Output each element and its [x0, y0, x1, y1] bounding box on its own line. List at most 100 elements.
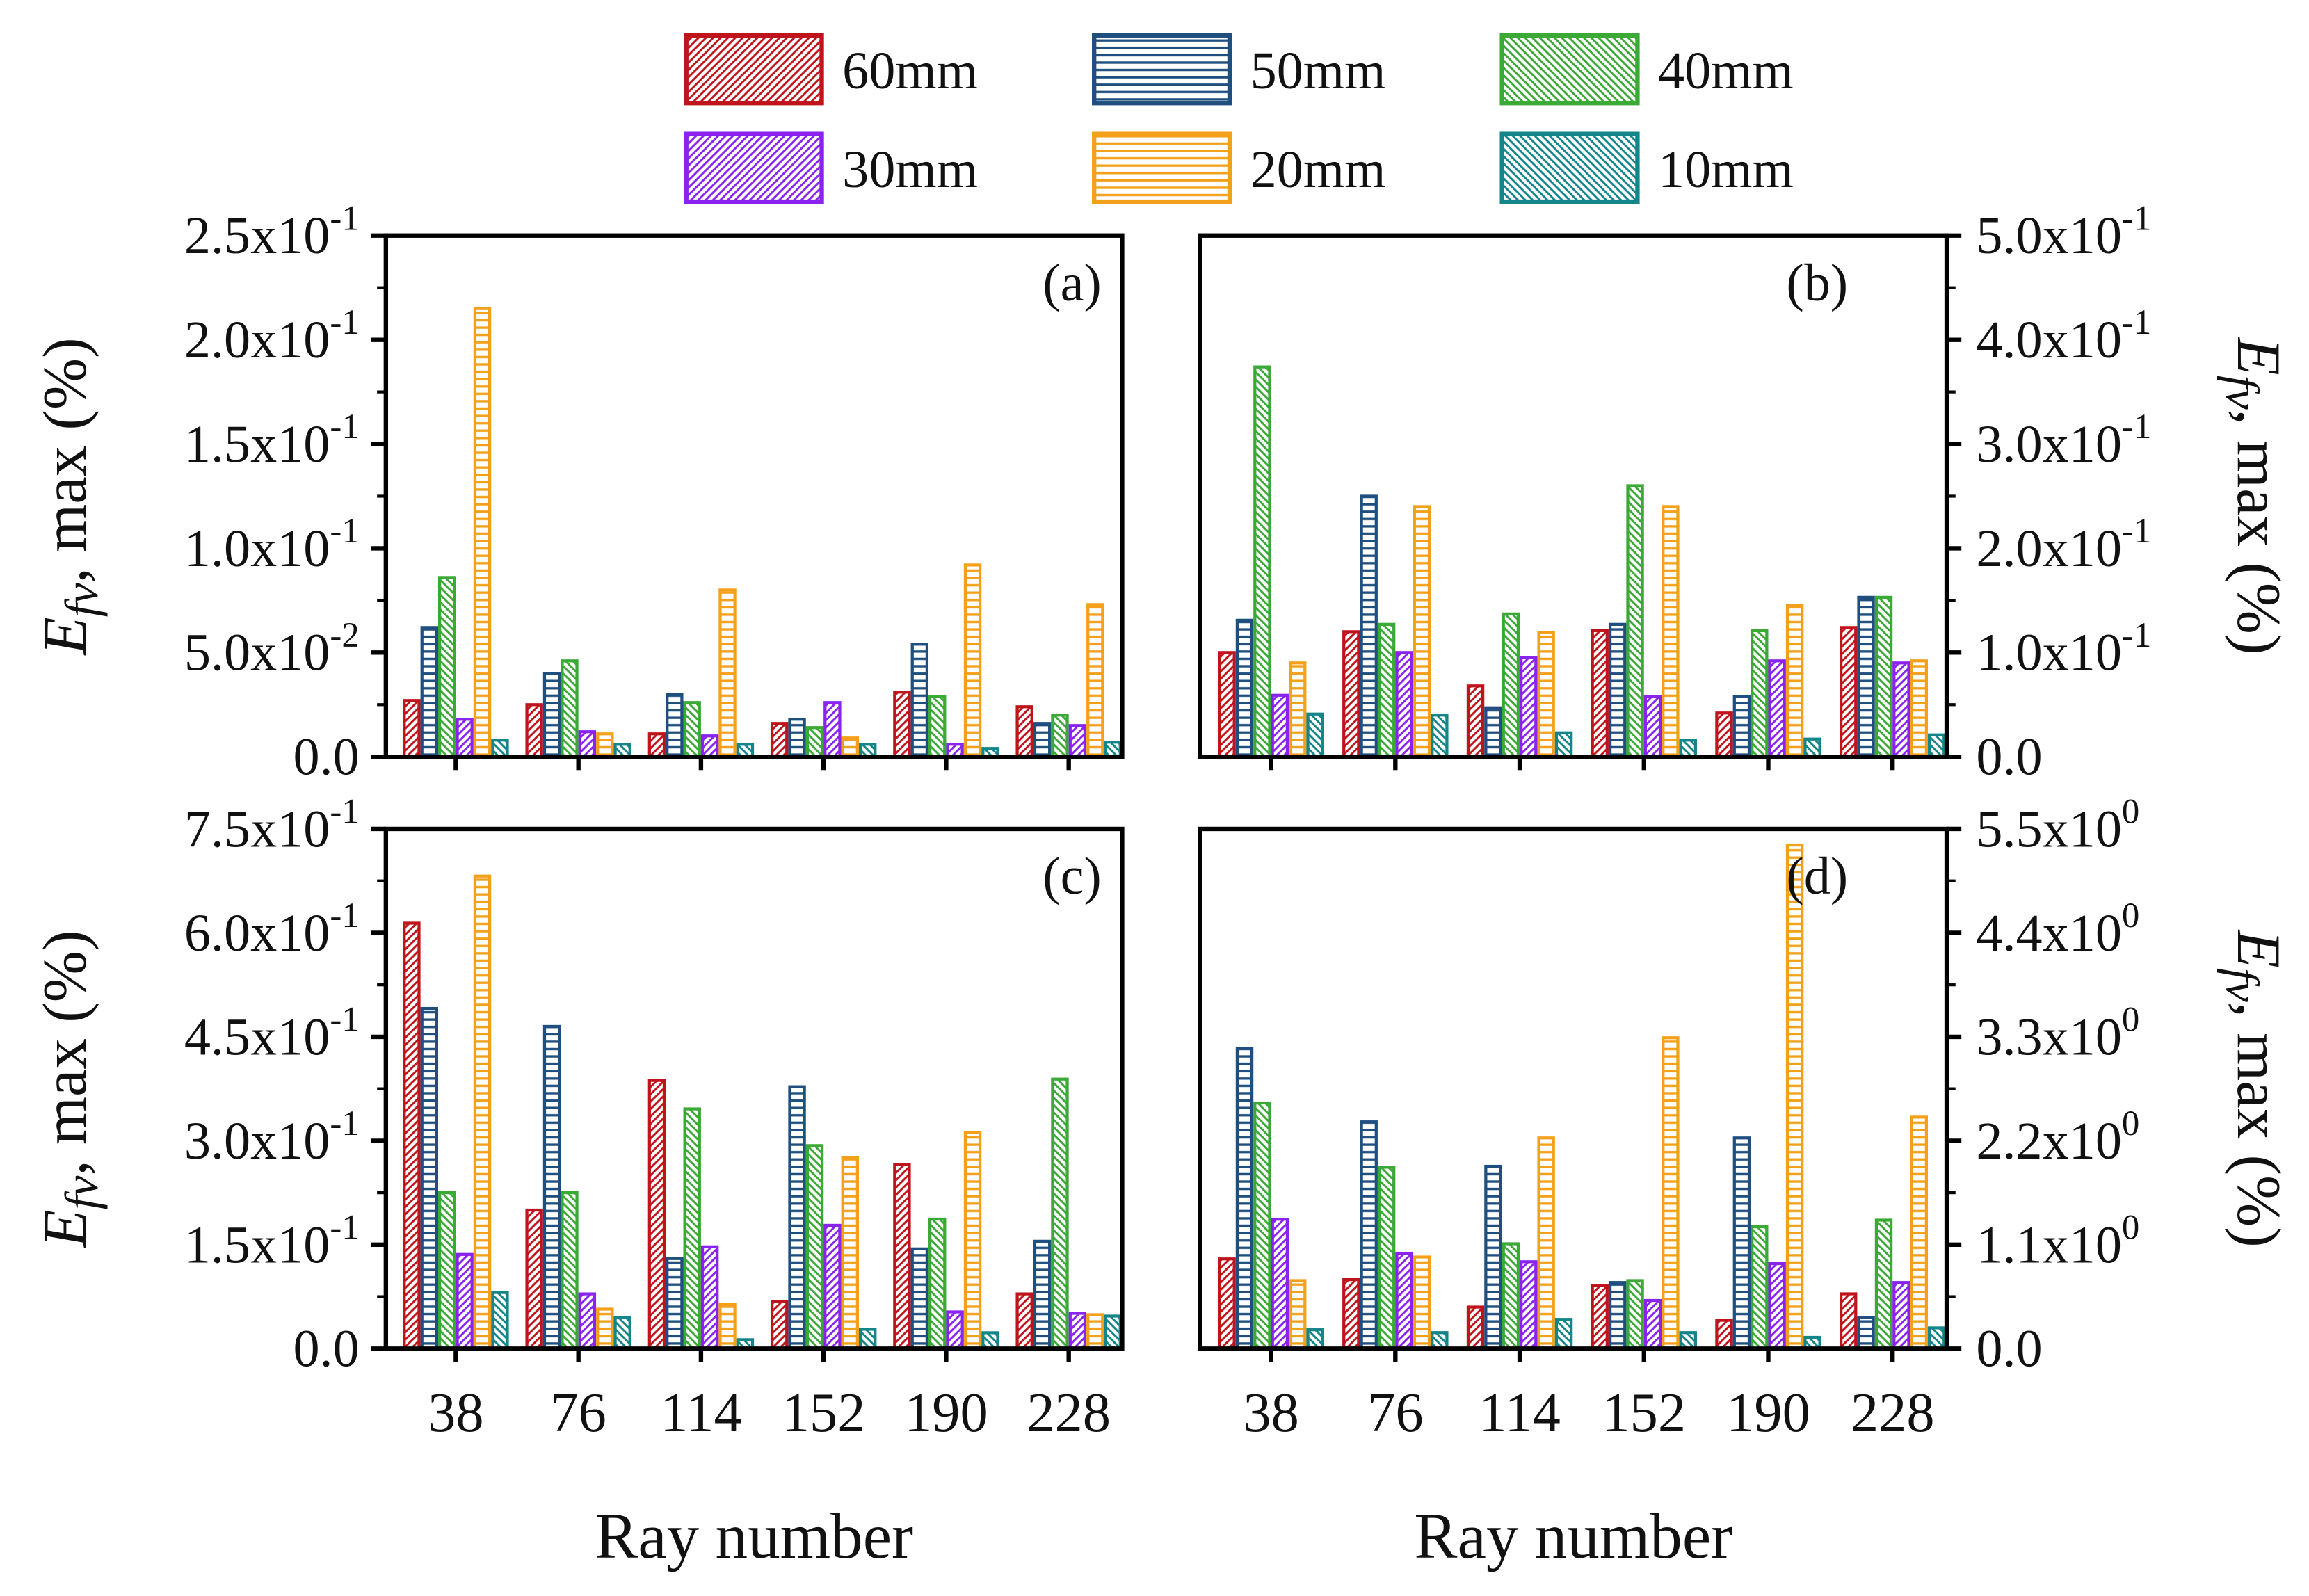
bar-10mm-152	[858, 1328, 877, 1351]
bar-40mm-228	[1874, 1218, 1893, 1351]
bar-20mm-190	[963, 563, 982, 759]
bar-50mm-76	[1360, 1120, 1378, 1351]
x-axis-label: Ray number	[1414, 1501, 1732, 1572]
bar-30mm-76	[1395, 651, 1413, 759]
bar-10mm-228	[1928, 733, 1946, 759]
y-tick-label: 5.0x10-2	[184, 615, 360, 682]
bar-10mm-38	[1306, 1328, 1324, 1351]
bar-60mm-152	[1591, 629, 1609, 759]
bar-60mm-114	[1466, 684, 1485, 759]
y-tick-label: 4.0x10-1	[1976, 303, 2151, 369]
y-tick-label: 0.0	[1976, 1320, 2042, 1378]
bar-20mm-38	[1289, 661, 1307, 759]
bar-20mm-190	[963, 1131, 982, 1351]
bar-20mm-114	[1537, 631, 1555, 759]
y-tick-label: 2.5x10-1	[184, 198, 360, 265]
bar-50mm-228	[1857, 1316, 1875, 1351]
bar-20mm-76	[1413, 505, 1431, 759]
bar-10mm-76	[613, 1316, 631, 1351]
bar-60mm-114	[647, 732, 666, 759]
plot-frame	[383, 826, 1125, 1351]
y-tick-label: 3.3x100	[1976, 999, 2139, 1066]
legend-label: 50mm	[1250, 42, 1386, 100]
bar-20mm-152	[1662, 1036, 1680, 1351]
y-axis-label: Efv, max (%)	[2216, 336, 2292, 654]
bar-50mm-38	[420, 626, 439, 759]
bar-30mm-152	[823, 701, 842, 759]
bar-60mm-114	[647, 1079, 666, 1351]
bar-30mm-190	[946, 1310, 964, 1351]
y-tick-label: 5.0x10-1	[1976, 198, 2151, 265]
bar-50mm-114	[1484, 1164, 1502, 1351]
plot-frame	[1198, 233, 1949, 759]
bar-20mm-38	[473, 874, 492, 1351]
bar-10mm-152	[1679, 1331, 1697, 1351]
bar-40mm-76	[561, 659, 579, 759]
x-tick-label: 76	[550, 1382, 606, 1444]
panels: 0.0 5.0x10-2 1.0x10-1 1.5x10-1 2.0x10-1 2.5x1…	[31, 198, 2292, 1572]
bar-30mm-114	[700, 734, 719, 759]
y-tick-label: 1.5x10-1	[184, 1207, 360, 1274]
bar-30mm-76	[1395, 1251, 1413, 1351]
x-tick-label: 76	[1367, 1382, 1423, 1444]
legend-swatch	[1499, 33, 1640, 106]
bar-60mm-228	[1015, 705, 1033, 759]
bar-20mm-114	[718, 588, 737, 759]
bar-20mm-152	[841, 1156, 859, 1351]
bar-40mm-114	[1502, 612, 1520, 759]
panel-c: 0.0 1.5x10-1 3.0x10-1 4.5x10-1 6.0x10-1 7.5x1…	[31, 791, 1125, 1572]
bar-60mm-190	[893, 1163, 911, 1351]
bar-20mm-228	[1086, 603, 1104, 759]
y-tick-label: 2.2x100	[1976, 1104, 2139, 1170]
y-tick-label: 1.5x10-1	[184, 407, 360, 474]
panel-label: (d)	[1786, 847, 1848, 905]
x-tick-label: 228	[1851, 1382, 1935, 1444]
y-tick-label: 7.5x10-1	[184, 791, 360, 858]
y-tick-label: 2.0x10-1	[184, 303, 360, 369]
bar-40mm-228	[1051, 1077, 1069, 1351]
bar-20mm-152	[841, 736, 859, 759]
bar-40mm-228	[1874, 595, 1893, 759]
y-tick-label: 0.0	[1976, 728, 2042, 787]
y-tick-label: 0.0	[293, 728, 359, 787]
bar-10mm-38	[491, 739, 509, 759]
bar-40mm-38	[438, 576, 456, 759]
y-tick-label: 1.0x10-1	[184, 511, 360, 578]
bar-30mm-152	[1643, 1298, 1662, 1351]
bar-30mm-228	[1892, 1281, 1910, 1351]
bar-20mm-228	[1086, 1313, 1104, 1351]
bar-10mm-114	[1554, 1318, 1573, 1351]
bar-40mm-190	[928, 695, 947, 759]
bar-50mm-152	[1608, 1281, 1627, 1351]
bar-50mm-76	[542, 1024, 561, 1351]
bar-10mm-38	[491, 1291, 509, 1351]
bar-30mm-38	[456, 1252, 474, 1351]
bar-20mm-76	[596, 1307, 614, 1351]
x-tick-label: 228	[1027, 1382, 1111, 1444]
bar-40mm-190	[1751, 629, 1769, 759]
bar-50mm-190	[910, 1247, 929, 1351]
y-axis-label: Efv, max (%)	[31, 930, 108, 1249]
bar-40mm-228	[1051, 714, 1069, 759]
bar-50mm-114	[1484, 706, 1502, 759]
legend-item-40mm: 40mm	[1499, 33, 1794, 106]
bar-50mm-152	[788, 718, 806, 759]
bar-60mm-38	[1218, 1257, 1236, 1351]
bar-10mm-190	[981, 1331, 999, 1351]
legend-label: 30mm	[842, 140, 978, 199]
bar-50mm-190	[910, 643, 929, 759]
x-tick-label: 152	[1602, 1382, 1686, 1444]
y-tick-label: 3.0x10-1	[184, 1104, 360, 1170]
legend-swatch	[684, 33, 824, 106]
bar-60mm-228	[1839, 1292, 1858, 1351]
y-tick-label: 1.0x10-1	[1976, 615, 2151, 682]
bar-30mm-228	[1068, 724, 1087, 759]
bar-40mm-152	[805, 1144, 824, 1351]
bar-20mm-114	[718, 1303, 737, 1351]
x-tick-label: 152	[782, 1382, 866, 1444]
bar-30mm-38	[1271, 1218, 1289, 1351]
bar-50mm-190	[1732, 695, 1751, 759]
bar-60mm-190	[1715, 1319, 1733, 1351]
